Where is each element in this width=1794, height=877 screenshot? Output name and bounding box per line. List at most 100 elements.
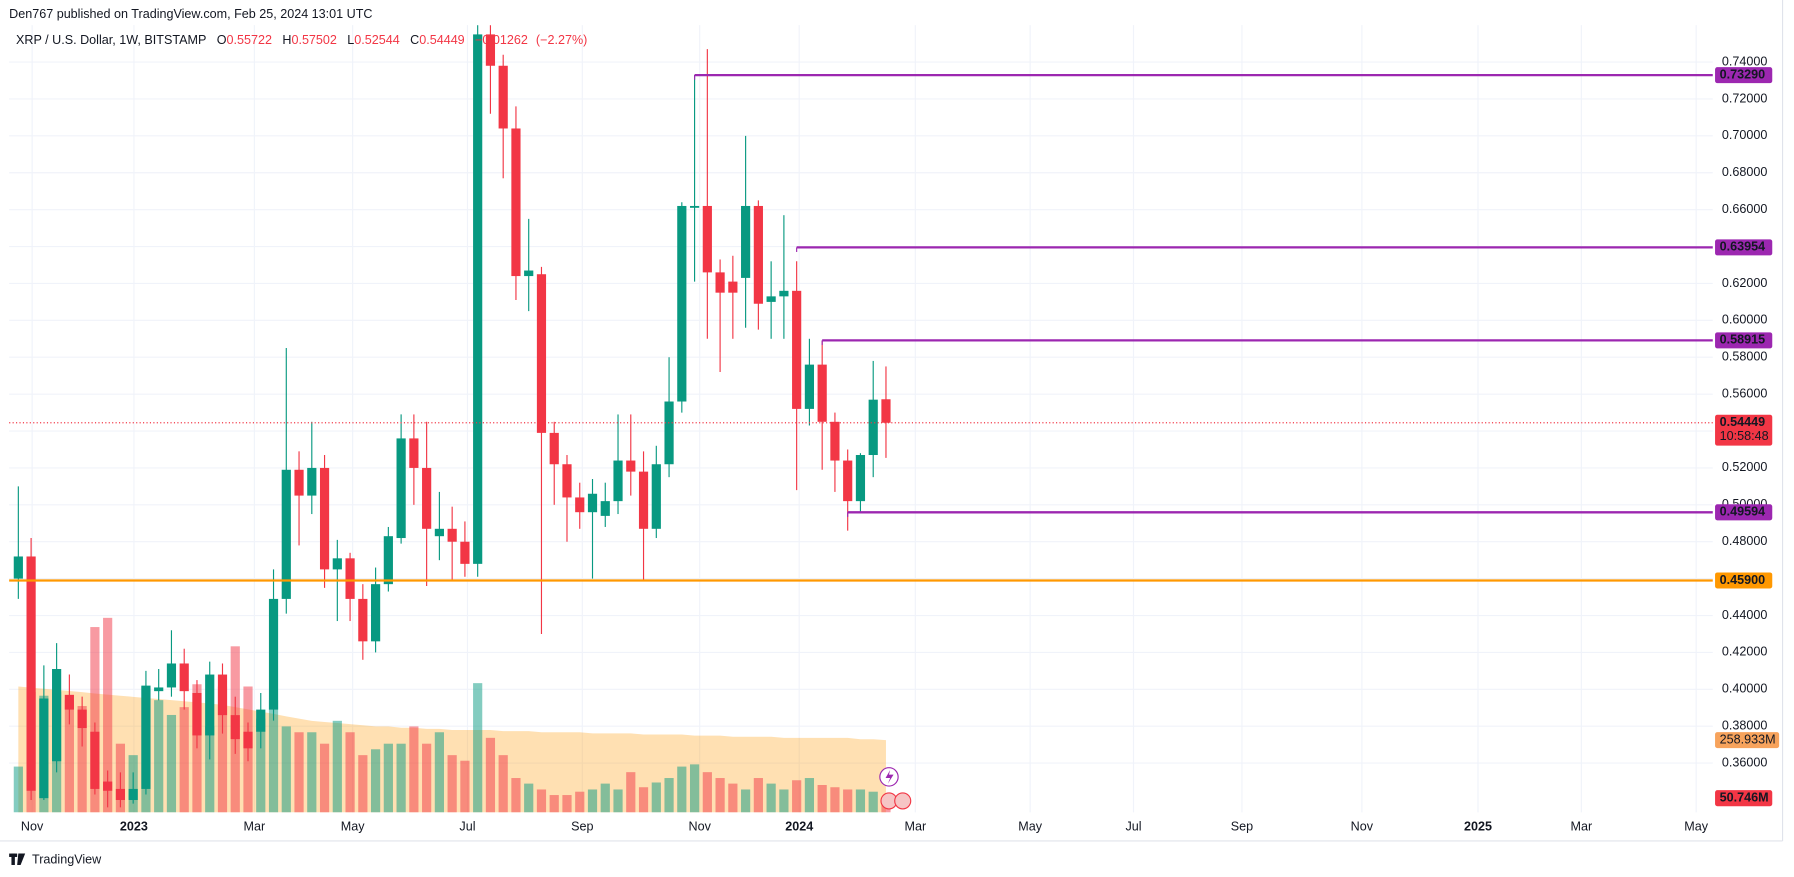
- candle-body: [307, 467, 317, 496]
- volume-bar: [741, 789, 751, 813]
- candle-body: [205, 674, 215, 736]
- volume-bar: [77, 706, 87, 813]
- legend-key: H: [282, 34, 291, 48]
- candle-body: [115, 788, 126, 800]
- volume-bar: [319, 743, 330, 813]
- level-label: 0.58915: [1720, 333, 1765, 347]
- candle-body: [485, 34, 496, 66]
- level-label-box: [1715, 239, 1773, 256]
- volume-bar: [677, 766, 687, 813]
- x-tick-label: Sep: [1231, 820, 1253, 834]
- volume-bar: [422, 743, 432, 813]
- y-tick-label: 0.74000: [1722, 54, 1767, 68]
- x-tick-label: 2024: [785, 820, 813, 834]
- candle-body: [345, 558, 355, 599]
- volume-bar: [268, 700, 279, 813]
- y-tick-label: 0.56000: [1722, 386, 1767, 400]
- volume-bar: [549, 795, 559, 813]
- volume-bar: [447, 755, 457, 813]
- volume-bar: [485, 737, 496, 813]
- candle-body: [524, 270, 534, 277]
- candle-body: [600, 501, 610, 516]
- legend-key: C: [410, 34, 419, 48]
- volume-bar: [13, 766, 23, 813]
- x-tick-label: Mar: [904, 820, 926, 834]
- candle-body: [26, 556, 36, 791]
- y-tick-label: 0.52000: [1722, 460, 1767, 474]
- axis-layer: 0.360000.380000.400000.420000.440000.460…: [21, 54, 1780, 834]
- volume-bar: [383, 743, 393, 813]
- volume-bar: [817, 785, 827, 813]
- level-label-box: [1715, 572, 1773, 589]
- volume-bar: [651, 782, 661, 813]
- candle-body: [549, 432, 559, 465]
- candle-body: [664, 401, 674, 465]
- candle-body: [409, 438, 419, 468]
- legend-close: 0.54449: [419, 34, 464, 48]
- candle-body: [166, 663, 177, 688]
- x-tick-label: Mar: [1571, 820, 1593, 834]
- y-tick-label: 0.72000: [1722, 91, 1767, 105]
- logo-part: [17, 853, 26, 865]
- volume-bar: [511, 778, 521, 813]
- candle-body: [179, 663, 189, 692]
- candle-body: [741, 205, 751, 278]
- x-tick-label: Sep: [571, 820, 593, 834]
- candle-body: [473, 34, 483, 564]
- candle-body: [90, 731, 100, 789]
- candle-body: [779, 290, 789, 297]
- footer-brand: TradingView: [32, 853, 102, 867]
- level-label: 0.73290: [1720, 67, 1765, 81]
- candle-body: [575, 497, 585, 513]
- volume-ma-label: 258.933M: [1720, 732, 1776, 746]
- candle-body: [638, 471, 649, 529]
- candle-body: [422, 467, 432, 529]
- candle-body: [192, 692, 202, 736]
- candle-body: [332, 558, 342, 570]
- candle-body: [256, 709, 266, 732]
- legend-low: 0.52544: [354, 34, 399, 48]
- candle-body: [217, 674, 228, 716]
- candle-body: [141, 685, 151, 789]
- volume-bar: [166, 714, 177, 813]
- volume-bar: [779, 789, 789, 813]
- volume-bar: [728, 783, 738, 813]
- volume-bar: [626, 772, 636, 813]
- volume-bar: [256, 718, 266, 813]
- legend-change: −0.01262: [475, 34, 528, 48]
- y-tick-label: 0.36000: [1722, 755, 1767, 769]
- candle-body: [830, 421, 840, 461]
- level-label-box: [1715, 67, 1773, 84]
- volume-bar: [332, 720, 342, 813]
- candle-body: [77, 709, 87, 729]
- volume-bar: [600, 783, 610, 813]
- volume-bar: [855, 789, 866, 813]
- volume-bar: [498, 755, 508, 813]
- volume-bar: [689, 764, 700, 813]
- volume-bar: [179, 707, 189, 813]
- volume-bar: [90, 627, 100, 813]
- volume-ma-box: [1715, 732, 1780, 749]
- candle-body: [651, 464, 661, 529]
- candle-body: [281, 469, 291, 599]
- volume-bar: [524, 783, 534, 813]
- legend-change-pct: (−2.27%): [536, 34, 587, 48]
- volume-bar: [358, 755, 368, 813]
- volume-bar: [766, 783, 776, 813]
- y-tick-label: 0.38000: [1722, 719, 1767, 733]
- candle-body: [154, 687, 164, 692]
- level-label-box: [1715, 504, 1773, 521]
- y-tick-label: 0.48000: [1722, 534, 1767, 548]
- level-label: 0.49594: [1720, 505, 1765, 519]
- y-tick-label: 0.40000: [1722, 682, 1767, 696]
- y-tick-label: 0.68000: [1722, 165, 1767, 179]
- legend-high: 0.57502: [291, 34, 336, 48]
- candle-body: [294, 469, 304, 496]
- candle-body: [447, 528, 457, 542]
- candle-body: [128, 788, 138, 800]
- candle-body: [511, 128, 521, 277]
- candle-body: [715, 272, 725, 293]
- volume-bar: [843, 789, 853, 813]
- candle-body: [626, 460, 636, 472]
